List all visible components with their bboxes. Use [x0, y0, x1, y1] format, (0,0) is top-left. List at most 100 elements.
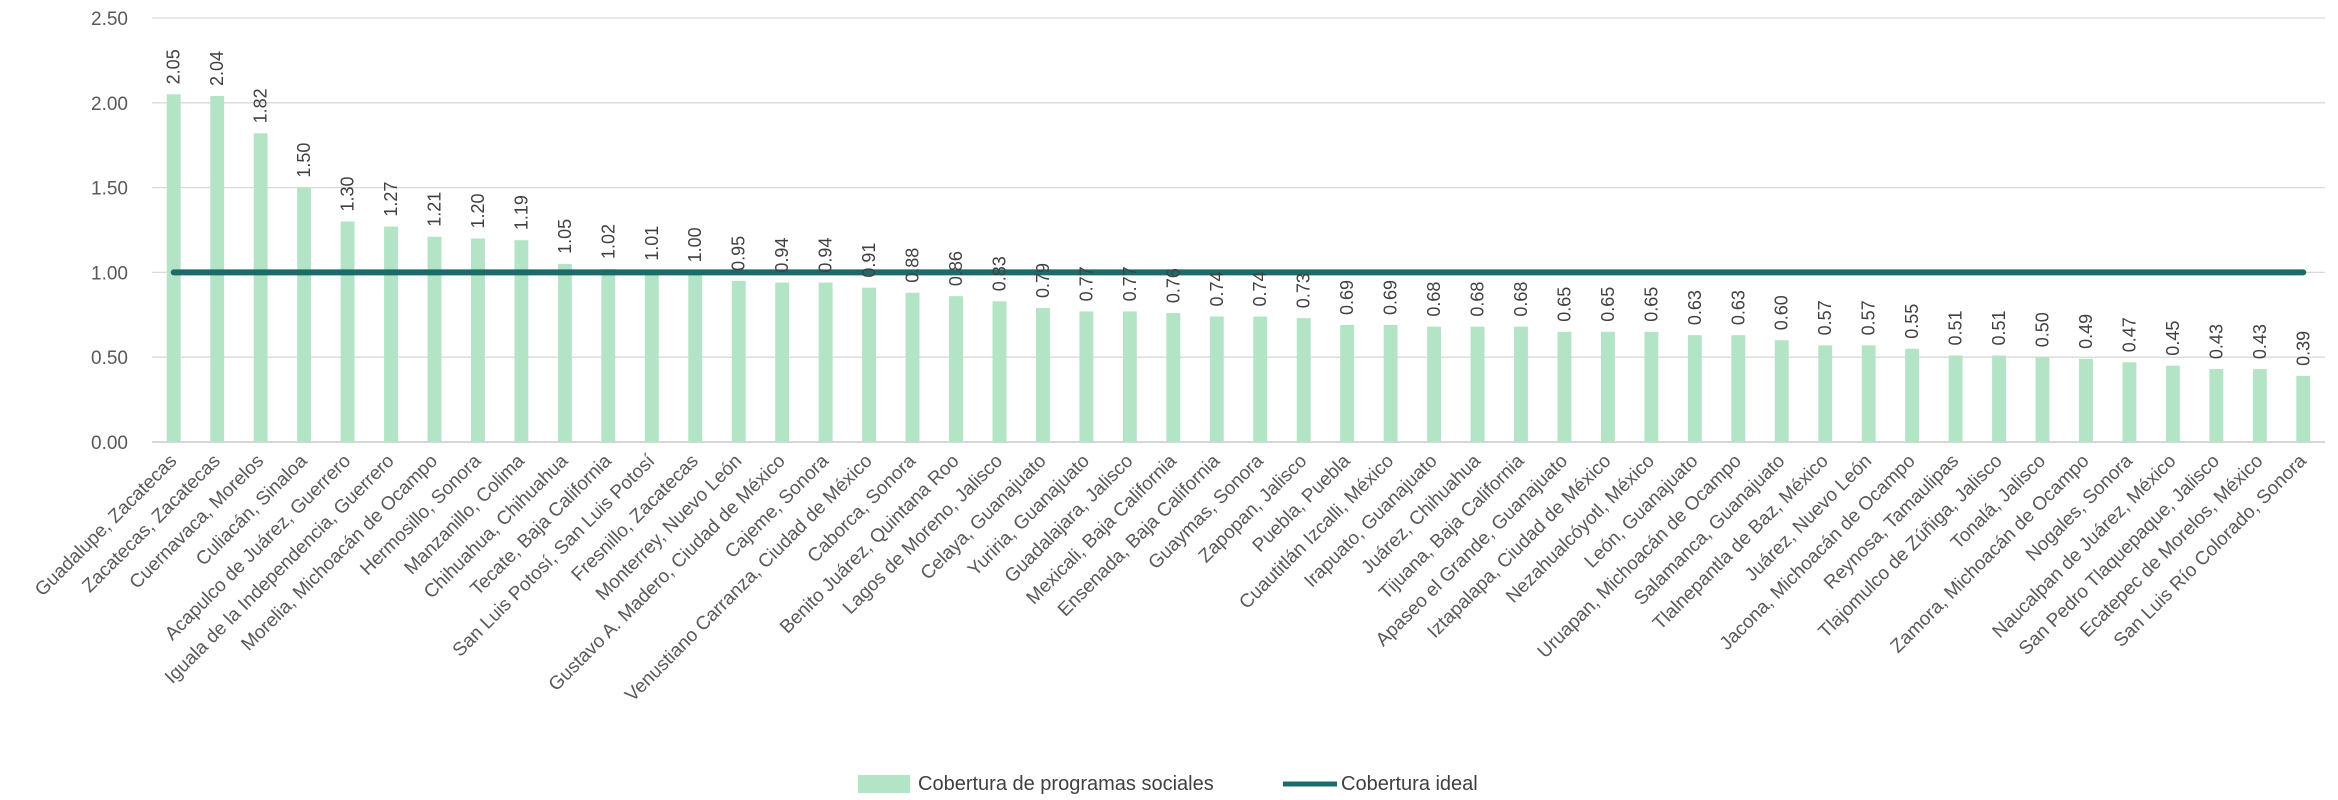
bar — [1818, 345, 1833, 442]
data-labels: 2.05 2.04 1.82 1.50 1.30 1.27 1.21 1.20 1.19 1.05… — [164, 49, 2314, 366]
bar — [514, 240, 529, 442]
data-label: 0.65 — [1641, 287, 1661, 322]
data-label: 2.05 — [164, 49, 184, 84]
data-label: 0.79 — [1033, 263, 1053, 298]
data-label: 0.51 — [1946, 310, 1966, 345]
data-label: 1.30 — [338, 176, 358, 211]
bar — [1296, 318, 1311, 442]
y-tick-label: 2.50 — [91, 9, 128, 30]
bar — [1470, 326, 1485, 442]
data-label: 0.94 — [816, 238, 836, 273]
data-label: 1.01 — [642, 226, 662, 261]
data-label: 0.77 — [1120, 266, 1140, 301]
bar — [1427, 326, 1442, 442]
bar — [2252, 369, 2267, 442]
bar — [2209, 369, 2224, 442]
legend: Cobertura de programas sociales Cobertur… — [858, 773, 1478, 795]
data-label: 0.95 — [729, 236, 749, 271]
y-tick-label: 2.00 — [91, 94, 128, 115]
data-label: 1.21 — [424, 192, 444, 227]
bar — [166, 94, 181, 442]
y-tick-label: 0.50 — [91, 348, 128, 369]
bar — [775, 282, 790, 442]
legend-label-line: Cobertura ideal — [1341, 773, 1478, 795]
data-label: 0.83 — [989, 256, 1009, 291]
data-label: 0.68 — [1511, 282, 1531, 317]
data-label: 0.86 — [946, 251, 966, 286]
data-label: 0.45 — [2163, 321, 2183, 356]
data-label: 0.65 — [1554, 287, 1574, 322]
data-label: 1.82 — [251, 88, 271, 123]
data-label: 1.19 — [511, 195, 531, 230]
bar — [1122, 311, 1137, 442]
bar — [1514, 326, 1528, 442]
bar — [2165, 365, 2180, 442]
data-label: 0.43 — [2206, 324, 2226, 359]
data-label: 0.73 — [1294, 273, 1314, 308]
y-tick-label: 1.00 — [91, 263, 128, 284]
bar — [1774, 340, 1789, 442]
bar — [1253, 316, 1268, 442]
bar — [1731, 335, 1746, 442]
data-label: 0.91 — [859, 243, 879, 278]
bar — [1209, 316, 1224, 442]
data-label: 0.50 — [2033, 312, 2053, 347]
y-axis: 0.00 0.50 1.00 1.50 2.00 2.50 — [91, 9, 128, 454]
bar — [470, 238, 485, 442]
bar — [2296, 375, 2311, 442]
bar — [210, 96, 225, 443]
data-label: 1.20 — [468, 193, 488, 228]
bar — [1861, 345, 1876, 442]
bar — [601, 269, 616, 442]
data-label: 0.68 — [1424, 282, 1444, 317]
data-label: 0.65 — [1598, 287, 1618, 322]
bar — [2035, 357, 2050, 442]
bar — [1948, 355, 1963, 442]
data-label: 0.76 — [1163, 268, 1183, 303]
bar — [2079, 358, 2093, 442]
bar — [1079, 311, 1094, 442]
bar — [1644, 331, 1659, 442]
bar — [340, 221, 355, 442]
data-label: 1.27 — [381, 182, 401, 217]
data-label: 0.74 — [1207, 271, 1227, 306]
data-label: 0.57 — [1815, 300, 1835, 335]
data-label: 1.00 — [685, 227, 705, 262]
data-label: 2.04 — [207, 51, 227, 86]
bar — [818, 282, 833, 442]
data-label: 0.60 — [1772, 295, 1792, 330]
y-tick-label: 1.50 — [91, 179, 128, 200]
bar — [1557, 331, 1572, 442]
data-label: 0.49 — [2076, 314, 2096, 349]
bar — [297, 187, 312, 442]
data-label: 0.69 — [1337, 280, 1357, 315]
data-label: 0.57 — [1859, 300, 1879, 335]
data-label: 0.55 — [1902, 304, 1922, 339]
data-label: 0.74 — [1250, 271, 1270, 306]
bar — [557, 263, 572, 442]
legend-label-bar: Cobertura de programas sociales — [918, 773, 1214, 795]
data-label: 0.77 — [1076, 266, 1096, 301]
bar — [427, 236, 442, 442]
data-label: 1.05 — [555, 219, 575, 254]
data-label: 0.51 — [1989, 310, 2009, 345]
legend-swatch-bar — [858, 775, 910, 793]
bar — [253, 133, 268, 442]
bar — [862, 287, 877, 442]
bar — [384, 226, 398, 442]
y-tick-label: 0.00 — [91, 433, 128, 454]
bar — [905, 292, 920, 442]
bar-series — [166, 94, 2311, 443]
bar — [1166, 313, 1181, 442]
bar — [644, 270, 659, 442]
data-label: 0.88 — [903, 248, 923, 283]
bar — [1035, 308, 1050, 442]
bar — [2122, 362, 2137, 442]
bar — [992, 301, 1007, 442]
data-label: 0.43 — [2250, 324, 2270, 359]
data-label: 0.47 — [2119, 317, 2139, 352]
data-label: 0.39 — [2293, 331, 2313, 366]
bar — [1687, 335, 1702, 442]
